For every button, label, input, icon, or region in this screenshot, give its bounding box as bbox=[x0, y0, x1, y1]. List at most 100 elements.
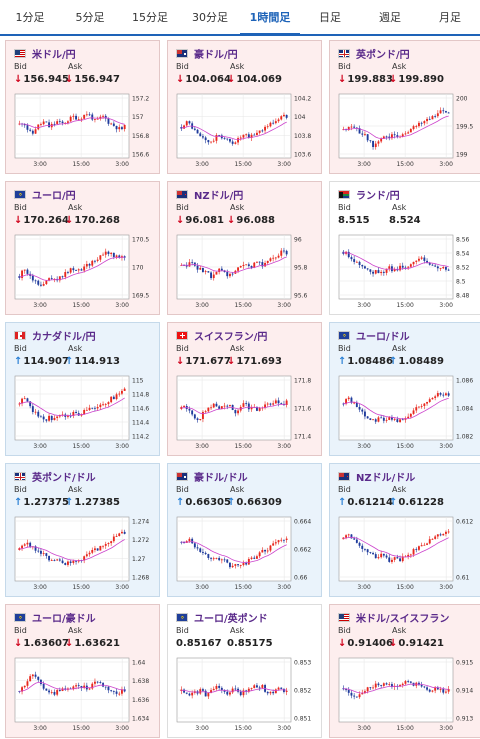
pair-card[interactable]: 米ドル/スイスフラン Bid Ask ↓0.91406 ↓0.91421 0.915 0.9… bbox=[329, 604, 480, 738]
pair-name[interactable]: ランド/円 bbox=[356, 190, 400, 202]
pair-card[interactable]: NZドル/ドル Bid Ask ↑0.61214 ↑0.61228 0.612 0.61 3:… bbox=[329, 463, 480, 597]
y-tick-label: 1.084 bbox=[456, 406, 473, 413]
candle-body bbox=[107, 686, 110, 691]
ask-label: Ask bbox=[230, 626, 245, 635]
pair-name[interactable]: 豪ドル/円 bbox=[194, 49, 238, 61]
pair-name[interactable]: スイスフラン/円 bbox=[194, 331, 268, 343]
candle-body bbox=[247, 558, 250, 565]
x-tick-label: 3:00 bbox=[195, 725, 209, 732]
pair-card[interactable]: NZドル/円 Bid Ask ↓96.081 ↓96.088 96 95.8 95.6 3:00… bbox=[167, 181, 322, 315]
pair-card[interactable]: スイスフラン/円 Bid Ask ↓171.677 ↓171.693 171.8 171.6… bbox=[167, 322, 322, 456]
price-chart[interactable]: 8.568.548.528.58.483:00 15:00 3:00 bbox=[337, 233, 480, 311]
candle-body bbox=[258, 407, 261, 411]
candle-body bbox=[37, 411, 40, 417]
pair-card[interactable]: 豪ドル/ドル Bid Ask ↑0.66305 ↑0.66309 0.664 0.662 0.… bbox=[167, 463, 322, 597]
ask-value: ↓96.088 bbox=[227, 215, 275, 226]
candle-body bbox=[77, 119, 80, 121]
candle-body bbox=[431, 690, 434, 692]
pair-card[interactable]: 英ポンド/円 Bid Ask ↓199.883 ↓199.890 200 199.5 199 3… bbox=[329, 40, 480, 174]
bid-value: ↓170.264 bbox=[14, 215, 69, 226]
y-tick-label: 8.56 bbox=[456, 237, 470, 244]
tab-6[interactable]: 週足 bbox=[379, 11, 401, 24]
candle-body bbox=[58, 276, 61, 281]
tab-3[interactable]: 30分足 bbox=[192, 11, 228, 24]
pair-name[interactable]: ユーロ/豪ドル bbox=[32, 613, 96, 625]
pair-name[interactable]: 英ポンド/円 bbox=[356, 49, 410, 61]
moving-average-line bbox=[343, 252, 449, 270]
candle-body bbox=[77, 685, 80, 687]
pair-card[interactable]: 豪ドル/円 Bid Ask ↓104.064 ↓104.069 104.2 104 103.8… bbox=[167, 40, 322, 174]
candle-body bbox=[204, 552, 207, 555]
candle-body bbox=[42, 416, 45, 420]
pair-name[interactable]: カナダドル/円 bbox=[32, 331, 96, 343]
candle-body bbox=[250, 134, 253, 138]
x-tick-label: 3:00 bbox=[33, 302, 47, 309]
tab-0[interactable]: 1分足 bbox=[15, 11, 45, 24]
candle-body bbox=[34, 546, 37, 551]
candle-body bbox=[264, 262, 266, 267]
candle-body bbox=[272, 122, 275, 124]
pair-name[interactable]: 米ドル/円 bbox=[32, 49, 76, 61]
candle-body bbox=[23, 544, 26, 546]
y-tick-label: 95.6 bbox=[294, 293, 308, 300]
pair-card[interactable]: ユーロ/円 Bid Ask ↓170.264 ↓170.268 170.5 170 169.5… bbox=[5, 181, 160, 315]
x-tick-label: 3:00 bbox=[277, 725, 291, 732]
candle-body bbox=[374, 554, 377, 559]
candle-body bbox=[253, 557, 256, 559]
pair-card[interactable]: カナダドル/円 Bid Ask ↑114.907 ↑114.913 115 114.8 114… bbox=[5, 322, 160, 456]
tab-1[interactable]: 5分足 bbox=[75, 11, 105, 24]
bid-value: ↓104.064 bbox=[176, 74, 231, 85]
pair-name[interactable]: ユーロ/ドル bbox=[356, 331, 410, 343]
candle-body bbox=[199, 418, 202, 421]
pair-card[interactable]: ユーロ/英ポンド Bid Ask 0.85167 0.85175 0.853 0.852 0.… bbox=[167, 604, 322, 738]
tab-4[interactable]: 1時間足 bbox=[240, 0, 300, 36]
candle-body bbox=[377, 417, 380, 422]
candle-body bbox=[272, 403, 275, 405]
tab-2[interactable]: 15分足 bbox=[132, 11, 168, 24]
pair-card[interactable]: ユーロ/ドル Bid Ask ↑1.08486 ↑1.08489 1.086 1.084 1.… bbox=[329, 322, 480, 456]
tab-5[interactable]: 日足 bbox=[319, 11, 341, 24]
candle-body bbox=[442, 394, 445, 396]
candle-body bbox=[123, 124, 126, 130]
x-tick-label: 15:00 bbox=[396, 725, 413, 732]
candle-body bbox=[434, 116, 437, 117]
timeframe-tabs: 1分足 5分足 15分足 30分足 1時間足 日足 週足 月足 bbox=[0, 0, 480, 36]
pair-name[interactable]: 豪ドル/ドル bbox=[194, 472, 248, 484]
candle-body bbox=[353, 402, 356, 404]
candle-body bbox=[428, 399, 431, 402]
pair-name[interactable]: NZドル/円 bbox=[194, 190, 244, 202]
pair-header: 英ポンド/円 bbox=[338, 46, 410, 61]
pair-name[interactable]: ユーロ/英ポンド bbox=[194, 613, 268, 625]
candle-body bbox=[388, 417, 391, 420]
pair-name[interactable]: 英ポンド/ドル bbox=[32, 472, 96, 484]
candle-body bbox=[31, 674, 34, 677]
pair-card[interactable]: ユーロ/豪ドル Bid Ask ↓1.63607 ↓1.63621 1.64 1.638 1.… bbox=[5, 604, 160, 738]
pair-card[interactable]: 米ドル/円 Bid Ask ↓156.945 ↓156.947 157.2 157 156.8… bbox=[5, 40, 160, 174]
pair-card[interactable]: ランド/円 Bid Ask 8.515 8.524 8.56 8.54 8.52 8.5 8.48… bbox=[329, 181, 480, 315]
pair-name[interactable]: ユーロ/円 bbox=[32, 190, 76, 202]
tab-7[interactable]: 月足 bbox=[439, 11, 461, 24]
ask-value: ↓1.63621 bbox=[65, 638, 120, 649]
pair-name[interactable]: NZドル/ドル bbox=[356, 472, 416, 484]
pair-name[interactable]: 米ドル/スイスフラン bbox=[356, 613, 450, 625]
pair-card[interactable]: 英ポンド/ドル Bid Ask ↑1.27375 ↑1.27385 1.274 1.272 1… bbox=[5, 463, 160, 597]
candle-body bbox=[418, 406, 420, 408]
candle-body bbox=[420, 405, 423, 407]
candle-body bbox=[75, 411, 77, 414]
ask-value: ↓170.268 bbox=[65, 215, 120, 226]
candle-body bbox=[423, 544, 426, 546]
